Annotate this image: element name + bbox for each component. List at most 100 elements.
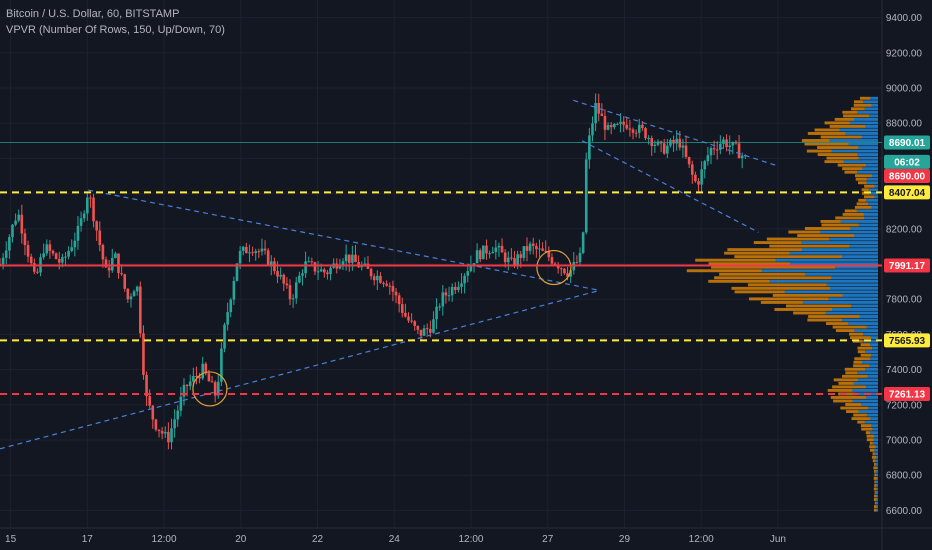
candle-body [719, 143, 722, 150]
candle-body [89, 197, 92, 199]
vp-bar-up [871, 353, 878, 357]
vp-bar-up [865, 350, 878, 354]
vp-bar-down [804, 227, 851, 230]
vp-bar-up [820, 230, 878, 234]
vp-bar-up [874, 452, 878, 456]
x-tick-label: 15 [5, 534, 17, 545]
vp-bar-up [857, 153, 878, 157]
candle-body [160, 431, 164, 434]
candle-body [634, 132, 638, 134]
candle-body [556, 264, 560, 269]
vp-bar-down [785, 304, 852, 308]
vp-bar-down [874, 473, 877, 477]
candle-body [591, 123, 594, 136]
candle-body [578, 252, 582, 263]
candle-body [110, 258, 114, 271]
candle-body [560, 268, 563, 270]
candle-body [248, 252, 251, 254]
candle-body [419, 329, 423, 336]
candle-body [313, 262, 317, 272]
candle-body [363, 263, 367, 266]
vp-bar-down [851, 107, 865, 111]
vp-bar-down [866, 438, 874, 442]
candle-body [347, 254, 351, 263]
candle-body [506, 257, 510, 263]
candle-body [76, 225, 80, 241]
vp-bar-down [845, 403, 862, 406]
candle-body [457, 286, 460, 290]
candle-body [216, 381, 220, 396]
price-level-label: 7991.17 [889, 261, 926, 272]
vp-bar-down [874, 484, 877, 487]
candle-body [644, 128, 647, 139]
vp-bar-down [871, 455, 877, 459]
y-tick-label: 7200.00 [886, 400, 923, 411]
candle-body [269, 261, 273, 266]
candle-body [388, 285, 392, 287]
vp-bar-up [859, 315, 878, 318]
candle-body [475, 250, 479, 264]
vp-bar-up [861, 403, 878, 406]
candle-body [647, 138, 650, 140]
candle-body [20, 214, 24, 234]
candle-body [213, 382, 217, 396]
candle-body [163, 431, 167, 434]
x-tick-label: 24 [389, 534, 401, 545]
vp-bar-up [876, 508, 878, 512]
candle-body [606, 125, 610, 130]
candle-body [276, 271, 279, 277]
vp-bar-down [857, 346, 873, 350]
candle-body [466, 271, 470, 276]
candle-body [513, 258, 516, 266]
candle-body [594, 103, 597, 124]
vp-bar-up [866, 198, 878, 202]
vp-bar-up [866, 413, 878, 417]
vp-bar-up [870, 336, 878, 340]
vp-bar-up [854, 234, 878, 237]
vp-bar-down [753, 241, 802, 245]
vp-bar-up [864, 420, 878, 424]
vp-bar-up [863, 332, 878, 336]
vp-bar-up [866, 181, 878, 185]
candle-body [404, 312, 407, 317]
vp-bar-up [870, 357, 878, 361]
vp-bar-up [871, 174, 878, 178]
candle-body [210, 381, 214, 383]
vp-bar-down [873, 466, 877, 470]
vp-bar-down [829, 124, 866, 128]
vp-bar-up [867, 374, 878, 378]
vp-bar-up [789, 262, 878, 266]
vp-bar-up [865, 367, 878, 371]
vp-bar-up [829, 139, 878, 142]
vp-bar-up [857, 110, 878, 114]
candle-body [8, 237, 11, 251]
vp-bar-up [863, 212, 878, 216]
vp-bar-down [841, 374, 868, 378]
vp-bar-down [817, 153, 858, 157]
vp-bar-up [801, 241, 878, 245]
vp-bar-up [802, 300, 878, 304]
vp-bar-up [876, 494, 878, 498]
candle-body [204, 363, 208, 374]
candle-body [188, 381, 192, 387]
candle-body [245, 246, 248, 254]
vp-bar-up [868, 188, 878, 192]
vp-bar-down [686, 269, 762, 273]
vp-bar-down [826, 322, 849, 325]
candle-body [525, 246, 529, 251]
candle-body [23, 233, 27, 246]
candle-body [310, 261, 314, 263]
vp-bar-down [708, 262, 790, 266]
candle-body [566, 273, 569, 277]
candle-body [98, 230, 102, 245]
vp-bar-up [864, 107, 878, 111]
vp-bar-up [761, 269, 878, 273]
candle-body [157, 429, 161, 432]
candle-body [687, 156, 691, 165]
y-tick-label: 6600.00 [886, 506, 923, 517]
candle-body [260, 248, 264, 252]
candle-body [57, 259, 61, 263]
vp-bar-up [871, 103, 878, 107]
x-tick-label: 29 [619, 534, 631, 545]
